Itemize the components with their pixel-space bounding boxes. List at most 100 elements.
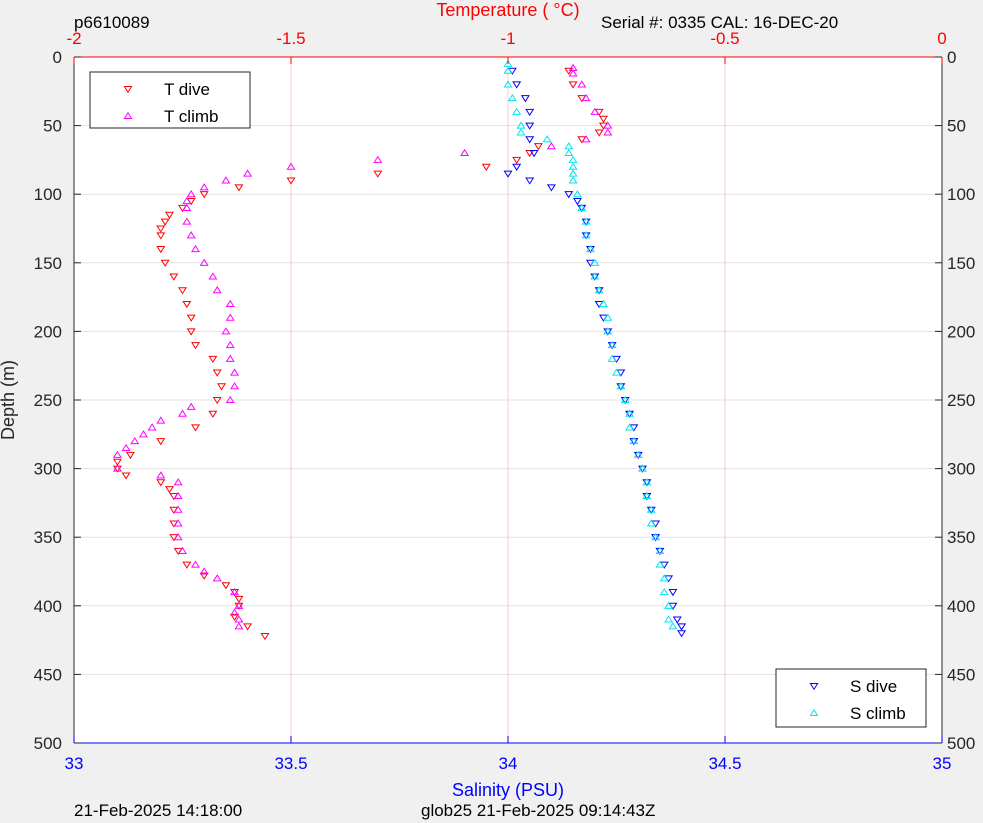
s-climb-marker <box>625 409 635 417</box>
s-dive-marker <box>525 177 535 185</box>
s-climb-marker <box>607 354 617 362</box>
s-climb-marker <box>577 203 587 211</box>
t-climb-marker <box>225 354 235 362</box>
t-climb-marker <box>230 368 240 376</box>
t-dive-marker <box>199 572 209 580</box>
t-climb-marker <box>199 258 209 266</box>
s-climb-marker <box>503 80 513 88</box>
t-dive-marker <box>160 218 170 226</box>
t-climb-marker <box>199 183 209 191</box>
s-climb-marker <box>616 382 626 390</box>
t-climb-marker <box>147 423 157 431</box>
salinity-legend-box <box>775 668 927 728</box>
t-dive-marker <box>525 150 535 158</box>
footer-glider-timestamp: glob25 21-Feb-2025 09:14:43Z <box>421 801 656 820</box>
s-dive-marker <box>529 150 539 158</box>
depth-tick-label-right: 400 <box>947 597 975 616</box>
s-climb-marker <box>572 190 582 198</box>
t-dive-marker <box>230 613 240 621</box>
depth-tick-label: 200 <box>34 322 62 341</box>
salinity-tick-label: 33 <box>65 754 84 773</box>
t-dive-marker <box>191 342 201 350</box>
salinity-tick-label: 35 <box>933 754 952 773</box>
temperature-tick-label: -1 <box>500 29 515 48</box>
s-climb-marker <box>585 244 595 253</box>
t-climb-marker <box>221 327 231 335</box>
legend-label: S climb <box>850 704 906 723</box>
t-dive-marker <box>186 314 196 322</box>
depth-tick-label-right: 50 <box>947 117 966 136</box>
data-markers <box>112 59 687 641</box>
s-dive-marker <box>525 122 535 130</box>
s-climb-marker <box>590 272 600 280</box>
depth-tick-label-right: 150 <box>947 254 975 273</box>
s-climb-marker <box>668 622 678 630</box>
t-dive-marker <box>568 81 578 89</box>
s-climb-marker <box>568 155 578 163</box>
s-dive-marker <box>512 163 522 171</box>
s-climb-marker <box>642 478 652 486</box>
t-climb-marker <box>182 217 192 225</box>
temperature-tick-label: -1.5 <box>276 29 305 48</box>
temperature-tick-label: -0.5 <box>710 29 739 48</box>
t-climb-marker <box>230 608 240 616</box>
t-climb-marker <box>225 313 235 321</box>
t-climb-marker <box>138 430 148 438</box>
depth-tick-label-right: 250 <box>947 391 975 410</box>
s-dive-marker <box>525 108 535 117</box>
t-dive-marker <box>533 143 543 151</box>
t-dive-marker <box>208 355 218 364</box>
s-climb-marker <box>607 340 617 349</box>
s-climb-marker <box>516 128 526 136</box>
salinity-legend: S dive S climb <box>775 668 927 728</box>
t-climb-marker <box>234 601 244 609</box>
s-climb-marker <box>568 176 578 184</box>
t-dive-marker <box>286 177 296 185</box>
t-climb-marker <box>199 567 209 575</box>
depth-tick-label-right: 100 <box>947 185 975 204</box>
s-climb-marker <box>594 286 604 294</box>
t-climb-marker <box>212 286 222 294</box>
s-climb-marker <box>655 560 665 568</box>
t-dive-marker <box>160 259 170 267</box>
t-climb-marker <box>546 141 556 150</box>
s-climb-marker <box>633 450 643 458</box>
depth-tick-label-right: 0 <box>947 48 956 67</box>
footer-timestamp: 21-Feb-2025 14:18:00 <box>74 801 243 820</box>
t-dive-marker <box>512 156 522 165</box>
t-climb-marker <box>173 491 183 500</box>
s-climb-marker <box>512 107 522 115</box>
glider-id: p6610089 <box>74 13 150 32</box>
temperature-tick-label: -2 <box>66 29 81 48</box>
t-climb-marker <box>243 169 253 177</box>
s-climb-marker <box>503 59 513 67</box>
t-climb-marker <box>590 107 600 115</box>
s-dive-marker <box>677 623 687 631</box>
legend-marker <box>123 111 133 120</box>
t-climb-marker <box>173 533 183 541</box>
depth-tick-label: 150 <box>34 254 62 273</box>
t-dive-marker <box>217 383 227 391</box>
t-climb-marker <box>208 272 218 280</box>
t-dive-marker <box>182 561 192 569</box>
depth-tick-label: 50 <box>43 117 62 136</box>
s-climb-marker <box>603 327 613 335</box>
t-climb-marker <box>577 80 587 88</box>
t-climb-marker <box>112 464 122 472</box>
temperature-legend-box <box>89 71 251 129</box>
t-climb-marker <box>234 615 244 623</box>
s-climb-marker <box>620 395 630 404</box>
s-climb-marker <box>646 519 656 527</box>
t-climb-marker <box>603 121 613 129</box>
t-climb-marker <box>581 93 591 102</box>
s-dive-marker <box>668 589 678 597</box>
t-climb-marker <box>286 162 296 170</box>
s-climb-marker <box>581 217 591 225</box>
depth-tick-label: 100 <box>34 185 62 204</box>
t-dive-marker <box>156 225 166 233</box>
s-climb-marker <box>629 436 639 445</box>
s-climb-marker <box>611 368 622 376</box>
s-dive-marker <box>525 136 535 144</box>
t-dive-marker <box>121 472 131 480</box>
